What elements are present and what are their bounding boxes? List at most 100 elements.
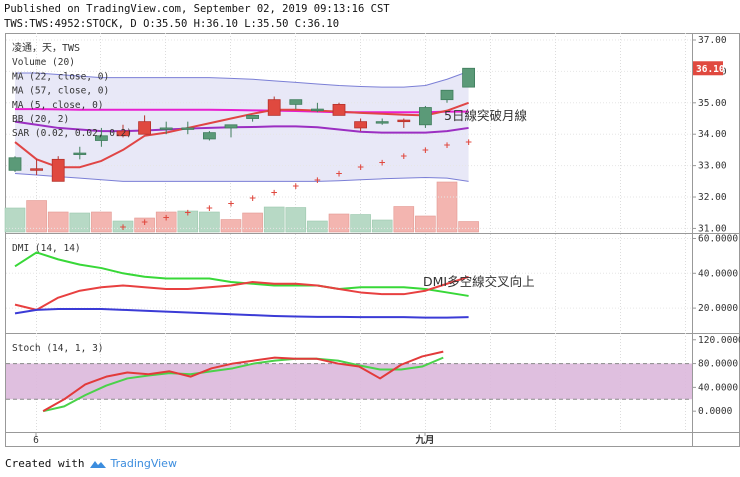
tradingview-logo-icon — [90, 460, 107, 468]
dmi-minus-di-line — [14, 275, 469, 311]
created-with-label: Created with — [5, 457, 85, 470]
volume-bar — [436, 181, 458, 233]
volume-bar — [328, 213, 350, 233]
ma57-line — [14, 120, 469, 134]
current-price-badge — [693, 61, 723, 76]
sar-marker: + — [184, 209, 192, 219]
volume-bar — [47, 211, 69, 233]
ma22-line — [14, 101, 469, 169]
sar-marker: + — [378, 158, 386, 168]
volume-bar — [69, 212, 91, 233]
footer: Created with TradingView — [5, 457, 177, 470]
candle-body — [267, 99, 281, 116]
candle-body — [51, 158, 65, 182]
volume-bar — [91, 211, 112, 233]
sar-marker: + — [292, 182, 300, 192]
candle-body — [159, 127, 173, 130]
main-legend-title: 凌通，天，TWS — [12, 41, 80, 54]
sar-marker: + — [227, 199, 235, 209]
candle-body — [202, 132, 216, 140]
volume-bar — [393, 206, 415, 233]
volume-bar — [285, 207, 307, 233]
publish-info: Published on TradingView.com, September … — [4, 3, 390, 15]
sar-marker: + — [335, 169, 343, 179]
time-axis-label: 6 — [33, 435, 39, 446]
sar-marker: + — [422, 146, 430, 156]
dmi-axis-label: 20.0000 — [698, 303, 738, 314]
price-axis-label: 34.00 — [698, 129, 727, 140]
sar-marker: + — [206, 204, 214, 214]
main-legend-item: SAR (0.02, 0.02, 0.2) — [12, 128, 132, 139]
stoch-band — [6, 363, 692, 400]
sar-marker: + — [270, 188, 278, 198]
dmi-legend: DMI (14, 14) — [12, 243, 81, 254]
price-axis-label: 35.00 — [698, 98, 727, 109]
main-legend-item: MA (5, close, 0) — [12, 100, 104, 111]
volume-bar — [177, 210, 199, 233]
candle-body — [289, 99, 303, 105]
candle-body — [95, 135, 108, 141]
stoch-k-line — [42, 350, 444, 413]
volume-bar — [199, 211, 220, 233]
volume-bar — [242, 212, 263, 233]
candle-body — [8, 157, 22, 171]
volume-bar — [371, 219, 393, 233]
volume-bar — [4, 207, 26, 233]
volume-bar — [350, 214, 371, 233]
candle-body — [73, 152, 87, 155]
volume-bar — [155, 211, 177, 233]
candle-body — [462, 67, 476, 88]
dmi-annotation: DMI多空線交叉向上 — [423, 274, 535, 289]
dmi-axis-label: 40.0000 — [698, 268, 738, 279]
stoch-axis-label: 80.0000 — [698, 359, 738, 370]
adx-line — [14, 307, 469, 319]
sar-marker: + — [443, 141, 451, 151]
price-axis-label: 32.00 — [698, 192, 727, 203]
main-legend-item: BB (20, 2) — [12, 114, 69, 125]
volume-bar — [112, 220, 134, 233]
main-annotation: 5日線突破月線 — [444, 108, 527, 123]
ma5-line — [15, 108, 469, 114]
price-axis-label: 37.00 — [698, 35, 727, 46]
main-legend-item: MA (57, close, 0) — [12, 86, 109, 97]
main-legend-item: MA (22, close, 0) — [12, 71, 109, 82]
volume-bar — [220, 219, 242, 233]
candle-body — [116, 130, 130, 137]
volume-bar — [458, 221, 479, 233]
sar-marker: + — [357, 163, 365, 173]
sar-marker: + — [119, 223, 127, 233]
stoch-d-line — [42, 356, 444, 413]
candle-body — [440, 89, 454, 101]
price-axis-label: 31.00 — [698, 223, 727, 234]
volume-bar — [26, 200, 47, 233]
volume-bar — [263, 206, 285, 233]
dmi-axis-label: 60.0000 — [698, 233, 738, 244]
bollinger-upper-line — [15, 70, 469, 88]
candle-body — [354, 121, 368, 129]
symbol-ohlc-info: TWS:TWS:4952:STOCK, D O:35.50 H:36.10 L:… — [4, 18, 340, 30]
volume-bar — [134, 217, 155, 233]
candle-body — [418, 107, 432, 126]
stoch-axis-label: 40.0000 — [698, 382, 738, 393]
sar-marker: + — [400, 152, 408, 162]
tradingview-brand-link[interactable]: TradingView — [110, 457, 177, 470]
price-axis-label: 33.00 — [698, 161, 727, 172]
main-legend-item: Volume (20) — [12, 57, 75, 68]
candle-body — [246, 114, 260, 119]
stoch-legend: Stoch (14, 1, 3) — [12, 343, 104, 354]
stoch-axis-label: 120.0000 — [698, 335, 740, 346]
candle-body — [138, 121, 152, 135]
stoch-axis-label: 0.0000 — [698, 406, 733, 417]
candle-body — [181, 127, 195, 130]
volume-bar — [307, 220, 328, 233]
candle-body — [224, 124, 238, 129]
sar-marker: + — [465, 138, 473, 148]
current-price-label: 36.10 — [696, 64, 725, 75]
candle-body — [375, 121, 389, 124]
candle-body — [310, 108, 324, 111]
volume-bar — [415, 215, 436, 233]
candle-body — [30, 168, 44, 171]
candle-body — [332, 103, 346, 116]
candle-body — [397, 119, 411, 123]
